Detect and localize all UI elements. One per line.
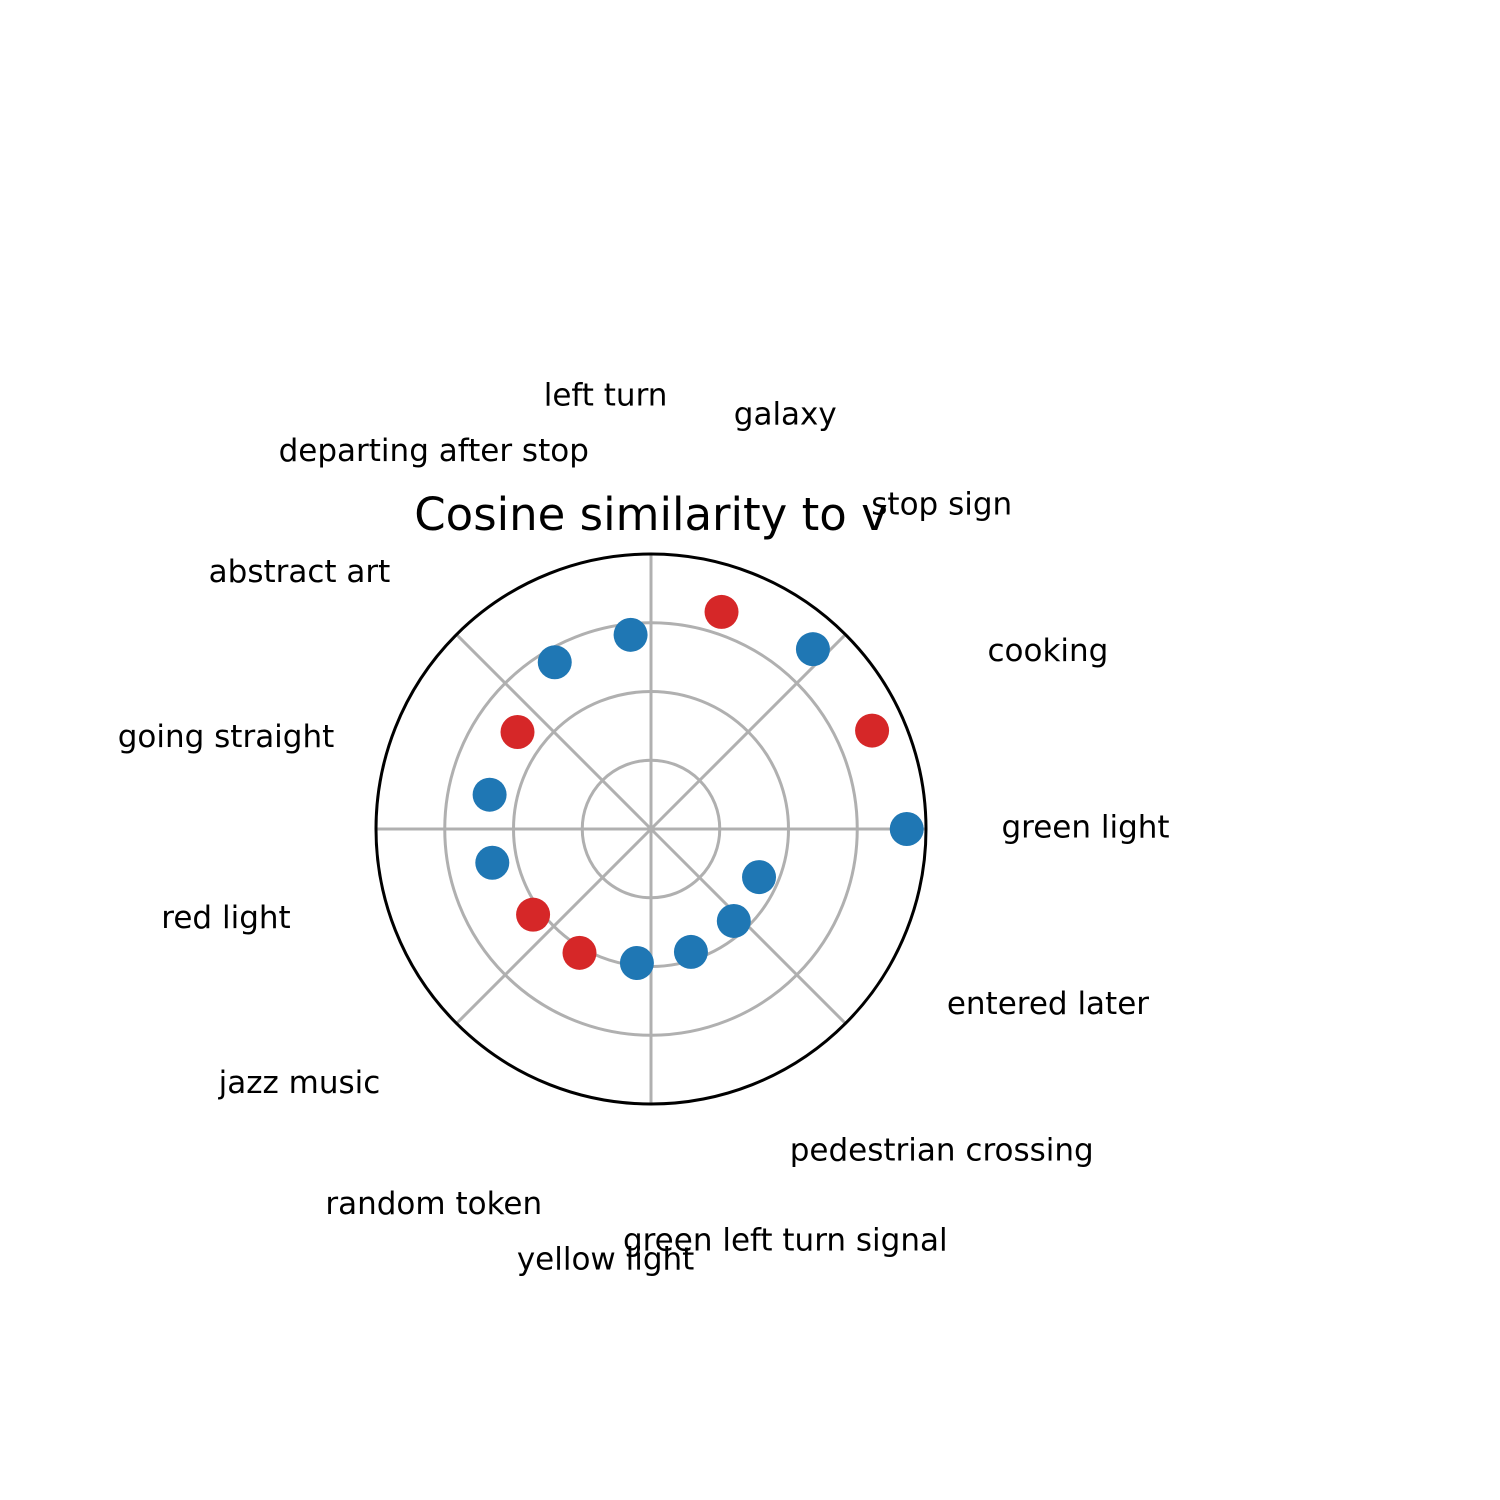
data-point-6 (537, 645, 572, 680)
polar-frame (374, 552, 928, 1106)
point-label-10: jazz music (218, 1065, 381, 1101)
point-label-9: red light (161, 900, 290, 936)
data-point-9 (475, 845, 510, 880)
point-label-2: cooking (987, 633, 1108, 669)
point-label-4: galaxy (734, 396, 837, 432)
point-labels: green light cooking stop sign galaxy left tu… (118, 377, 1170, 1277)
point-label-12: yellow light (517, 1242, 695, 1278)
angular-gridline-45 (649, 633, 847, 831)
point-label-11: random token (325, 1186, 542, 1222)
chart-title: Cosine similarity to v (414, 488, 887, 541)
data-point-12 (619, 946, 654, 981)
data-point-4 (704, 594, 739, 629)
point-label-7: abstract art (209, 554, 391, 590)
point-label-15: entered later (947, 986, 1149, 1022)
point-label-6: departing after stop (279, 433, 589, 469)
point-label-14: pedestrian crossing (790, 1132, 1094, 1168)
data-point-7 (500, 715, 535, 750)
data-point-15 (742, 860, 777, 895)
angular-gridline-225 (455, 827, 653, 1025)
data-point-5 (613, 617, 648, 652)
point-label-5: left turn (544, 377, 668, 413)
point-label-8: going straight (118, 719, 335, 755)
data-point-2 (855, 713, 890, 748)
polar-grid (376, 554, 926, 1104)
data-points (472, 594, 924, 981)
point-label-1: green light (1001, 810, 1169, 846)
data-point-1 (889, 812, 924, 846)
data-point-13 (673, 934, 708, 969)
data-point-14 (716, 903, 751, 938)
angular-gridline-135 (455, 633, 653, 831)
point-label-3: stop sign (871, 487, 1012, 523)
data-point-11 (562, 935, 597, 970)
data-point-8 (472, 777, 507, 812)
point-label-13: green left turn signal (623, 1223, 948, 1259)
data-point-3 (795, 632, 830, 667)
data-point-10 (516, 897, 551, 932)
